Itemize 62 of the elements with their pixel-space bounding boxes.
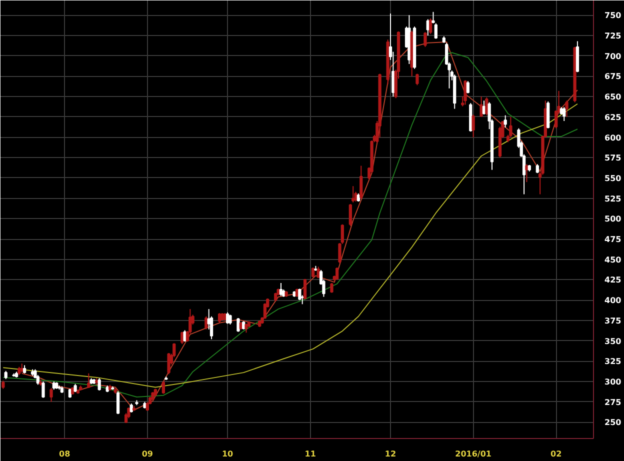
line-series bbox=[2, 103, 578, 388]
candlestick bbox=[279, 282, 283, 297]
x-tick-label: 02 bbox=[550, 450, 562, 458]
y-tick-label: 425 bbox=[604, 276, 622, 285]
candlestick bbox=[464, 80, 467, 106]
x-tick-label: 2016/01 bbox=[455, 450, 492, 458]
candlestick bbox=[330, 282, 334, 294]
candlestick bbox=[162, 381, 166, 394]
candlestick bbox=[485, 96, 488, 116]
candlestick bbox=[472, 114, 475, 138]
candlestick bbox=[42, 381, 45, 398]
candlestick bbox=[116, 390, 120, 415]
y-tick-label: 350 bbox=[604, 336, 622, 346]
candlestick bbox=[127, 407, 130, 419]
candlestick bbox=[480, 96, 483, 118]
y-tick-label: 600 bbox=[604, 133, 622, 142]
x-tick-label: 10 bbox=[222, 450, 234, 458]
y-tick-label: 475 bbox=[604, 235, 622, 244]
candlestick bbox=[236, 318, 240, 332]
x-tick-label: 08 bbox=[59, 450, 71, 458]
candlestick bbox=[509, 116, 512, 138]
candlestick bbox=[87, 372, 90, 389]
y-tick-label: 375 bbox=[604, 316, 622, 326]
candlestick bbox=[562, 106, 566, 122]
candlestick bbox=[434, 22, 438, 40]
y-tick-label: 650 bbox=[604, 92, 622, 102]
candlestick bbox=[336, 267, 339, 280]
x-tick-label: 11 bbox=[304, 450, 316, 458]
y-tick-label: 625 bbox=[604, 112, 622, 122]
y-tick-label: 575 bbox=[604, 154, 622, 163]
y-tick-label: 725 bbox=[604, 32, 622, 41]
candlestick bbox=[311, 267, 315, 278]
y-tick-label: 250 bbox=[604, 418, 622, 428]
candlestick bbox=[504, 114, 507, 128]
y-tick-label: 525 bbox=[604, 194, 622, 204]
y-tick-label: 325 bbox=[604, 357, 622, 366]
y-tick-label: 500 bbox=[604, 214, 622, 224]
candlestick bbox=[263, 302, 267, 320]
candlestick bbox=[204, 316, 208, 330]
x-tick-label: 09 bbox=[142, 450, 154, 458]
y-tick-label: 675 bbox=[604, 72, 622, 82]
candlestick bbox=[432, 11, 435, 24]
candlestick bbox=[525, 164, 528, 183]
candlestick bbox=[565, 100, 568, 118]
y-tick-label: 300 bbox=[604, 378, 622, 387]
candlestick bbox=[98, 378, 101, 391]
y-tick-label: 450 bbox=[604, 255, 622, 264]
y-tick-label: 550 bbox=[604, 174, 622, 183]
y-tick-label: 275 bbox=[604, 398, 622, 407]
candlestick bbox=[167, 352, 170, 375]
candlestick bbox=[50, 388, 53, 402]
candlestick bbox=[424, 32, 427, 48]
candlestick bbox=[466, 80, 470, 94]
candlestick bbox=[348, 204, 352, 227]
candlestick bbox=[360, 165, 363, 200]
y-tick-label: 750 bbox=[604, 11, 622, 20]
y-tick-label: 700 bbox=[604, 52, 622, 61]
candlestick bbox=[303, 278, 307, 300]
x-tick-label: 12 bbox=[384, 450, 396, 458]
candlestick bbox=[352, 186, 355, 203]
candlestick bbox=[428, 18, 432, 34]
y-tick-label: 400 bbox=[604, 296, 622, 306]
